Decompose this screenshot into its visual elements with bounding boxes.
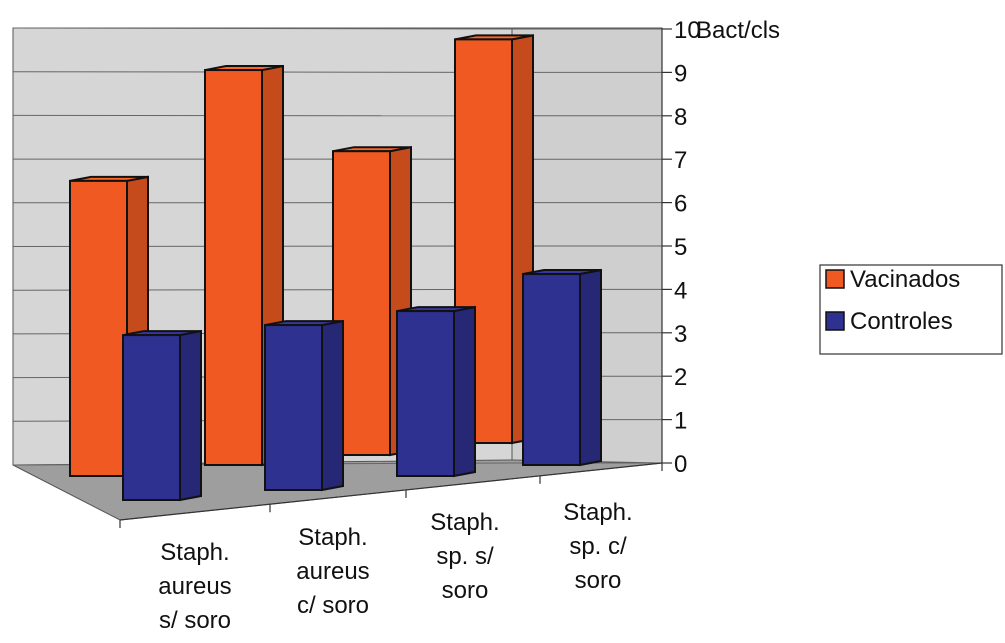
x-category-line: c/ soro [297, 592, 369, 619]
y-tick-label: 4 [674, 277, 687, 304]
legend-swatch [825, 269, 845, 289]
y-tick-label: 1 [674, 408, 687, 435]
y-unit-label: Bact/cls [696, 17, 780, 44]
bar-controles [522, 268, 602, 467]
y-tick-label: 2 [674, 364, 687, 391]
x-category-line: soro [575, 567, 622, 594]
x-category-line: Staph. [298, 524, 367, 551]
y-tick-label: 7 [674, 147, 687, 174]
bars [69, 34, 602, 502]
legend-label: Vacinados [850, 266, 960, 293]
bar-controles-side [179, 329, 202, 502]
y-tick-label: 10 [674, 17, 701, 44]
bar-controles-side [453, 305, 476, 478]
y-tick-label: 3 [674, 321, 687, 348]
bar-vacinados-front [204, 69, 263, 466]
bar-controles-side [579, 268, 602, 467]
x-category-label: Staph. aureus c/ soro [296, 524, 369, 619]
x-category-line: s/ soro [159, 607, 231, 634]
bar-controles [122, 329, 202, 502]
legend-box [819, 264, 1003, 355]
bar-vacinados-front [69, 179, 128, 477]
x-category-line: soro [442, 577, 489, 604]
bar-controles [396, 305, 476, 478]
legend-label: Controles [850, 308, 953, 335]
legend: Vacinados Controles [819, 264, 1003, 355]
x-category-line: aureus [296, 558, 369, 585]
y-tick-label: 0 [674, 451, 687, 478]
x-category-label: Staph. sp. c/soro [563, 499, 632, 594]
bar-controles-side [321, 319, 344, 492]
x-category-line: Staph. [430, 509, 499, 536]
y-tick-label: 5 [674, 234, 687, 261]
y-tick-label: 8 [674, 104, 687, 131]
bar-controles-front [264, 324, 323, 491]
bar-controles-front [522, 273, 581, 467]
y-tick-label: 9 [674, 60, 687, 87]
bar-controles-front [122, 334, 181, 501]
x-category-line: sp. c/ [569, 533, 627, 560]
y-tick-label: 6 [674, 191, 687, 218]
bar-controles-front [396, 310, 455, 477]
legend-swatch [825, 311, 845, 331]
x-axis-line [119, 462, 663, 521]
gridline [12, 27, 513, 30]
x-category-line: Staph. [160, 539, 229, 566]
x-category-line: Staph. [563, 499, 632, 526]
bar-controles [264, 319, 344, 492]
x-category-line: sp. s/ [436, 543, 494, 570]
x-category-label: Staph. sp. s/soro [430, 509, 499, 604]
x-category-label: Staph. aureus s/ soro [158, 539, 231, 634]
x-category-line: aureus [158, 573, 231, 600]
